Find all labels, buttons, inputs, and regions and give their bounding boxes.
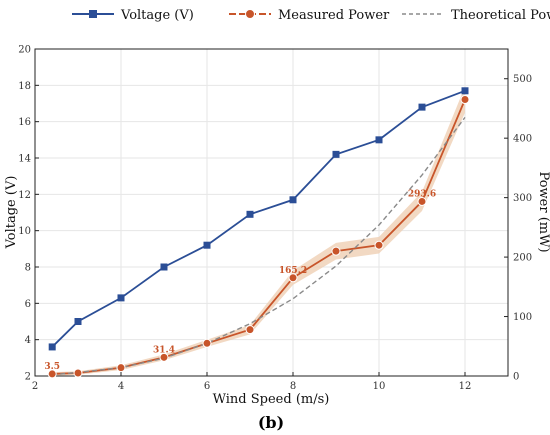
grid [34, 48, 508, 377]
y-right-axis-title: Power (mW) [536, 171, 550, 252]
voltage-point [117, 294, 125, 302]
legend-theoretical-label: Theoretical Power [451, 8, 550, 23]
voltage-point [48, 343, 56, 351]
power-point [331, 246, 341, 256]
power-point [202, 338, 212, 348]
y-left-tick-label: 14 [18, 154, 31, 165]
power-point [460, 95, 470, 105]
y-left-axis-ticks: 2 4 6 8 10 12 14 16 18 20 [18, 45, 39, 383]
y-left-tick-label: 16 [18, 117, 31, 128]
power-data-label: 3.5 [44, 362, 60, 372]
power-point [47, 369, 57, 379]
x-tick-label: 8 [290, 381, 296, 392]
y-right-tick-label: 0 [513, 372, 519, 383]
y-left-tick-label: 12 [18, 190, 31, 201]
y-right-tick-label: 100 [513, 312, 532, 323]
series-line-2 [52, 116, 466, 376]
voltage-point [203, 241, 211, 249]
y-left-tick-label: 2 [25, 372, 31, 383]
voltage-point [461, 87, 469, 95]
y-left-tick-label: 4 [25, 335, 31, 346]
power-point [73, 368, 83, 378]
x-tick-label: 12 [459, 381, 472, 392]
y-left-tick-label: 10 [18, 226, 31, 237]
x-axis-title: Wind Speed (m/s) [213, 392, 330, 407]
x-tick-label: 2 [32, 381, 38, 392]
x-tick-label: 4 [118, 381, 124, 392]
power-data-label: 31.4 [153, 345, 175, 355]
voltage-point [289, 196, 297, 204]
x-tick-label: 6 [204, 381, 210, 392]
y-left-tick-label: 8 [25, 263, 31, 274]
power-point [417, 196, 427, 206]
y-right-tick-label: 400 [513, 134, 532, 145]
chart-legend: Voltage (V) Measured Power Theoretical P… [72, 8, 550, 23]
voltage-point [246, 210, 254, 218]
power-data-label: 293.6 [408, 189, 436, 199]
series-markers [47, 87, 470, 379]
power-point [245, 325, 255, 335]
voltage-point [332, 150, 340, 158]
y-left-tick-label: 6 [25, 299, 31, 310]
y-left-tick-label: 20 [18, 45, 31, 56]
series-lines [51, 89, 466, 376]
power-point [159, 352, 169, 362]
legend-voltage-marker [89, 10, 97, 18]
power-point [374, 240, 384, 250]
voltage-point [375, 136, 383, 144]
y-right-tick-label: 200 [513, 253, 532, 264]
data-labels: 3.5 31.4 165.2 293.6 [44, 189, 436, 371]
panel-label: (b) [258, 413, 284, 432]
voltage-point [418, 103, 426, 111]
y-right-axis-ticks: 0 100 200 300 400 500 [504, 74, 532, 383]
y-left-tick-label: 18 [18, 81, 31, 92]
power-point [116, 363, 126, 373]
y-left-axis-title: Voltage (V) [4, 176, 19, 250]
legend-measured-label: Measured Power [278, 8, 390, 23]
power-point [288, 273, 298, 283]
y-right-tick-label: 300 [513, 193, 532, 204]
legend-measured-marker [245, 9, 255, 19]
x-axis-ticks: 2 4 6 8 10 12 [32, 372, 472, 392]
voltage-point [160, 263, 168, 271]
x-tick-label: 10 [373, 381, 386, 392]
legend-voltage-label: Voltage (V) [120, 8, 194, 23]
series-line-1 [52, 99, 466, 375]
power-data-label: 165.2 [279, 266, 307, 276]
y-right-tick-label: 500 [513, 74, 532, 85]
voltage-point [74, 318, 82, 325]
plot-frame [34, 48, 509, 377]
